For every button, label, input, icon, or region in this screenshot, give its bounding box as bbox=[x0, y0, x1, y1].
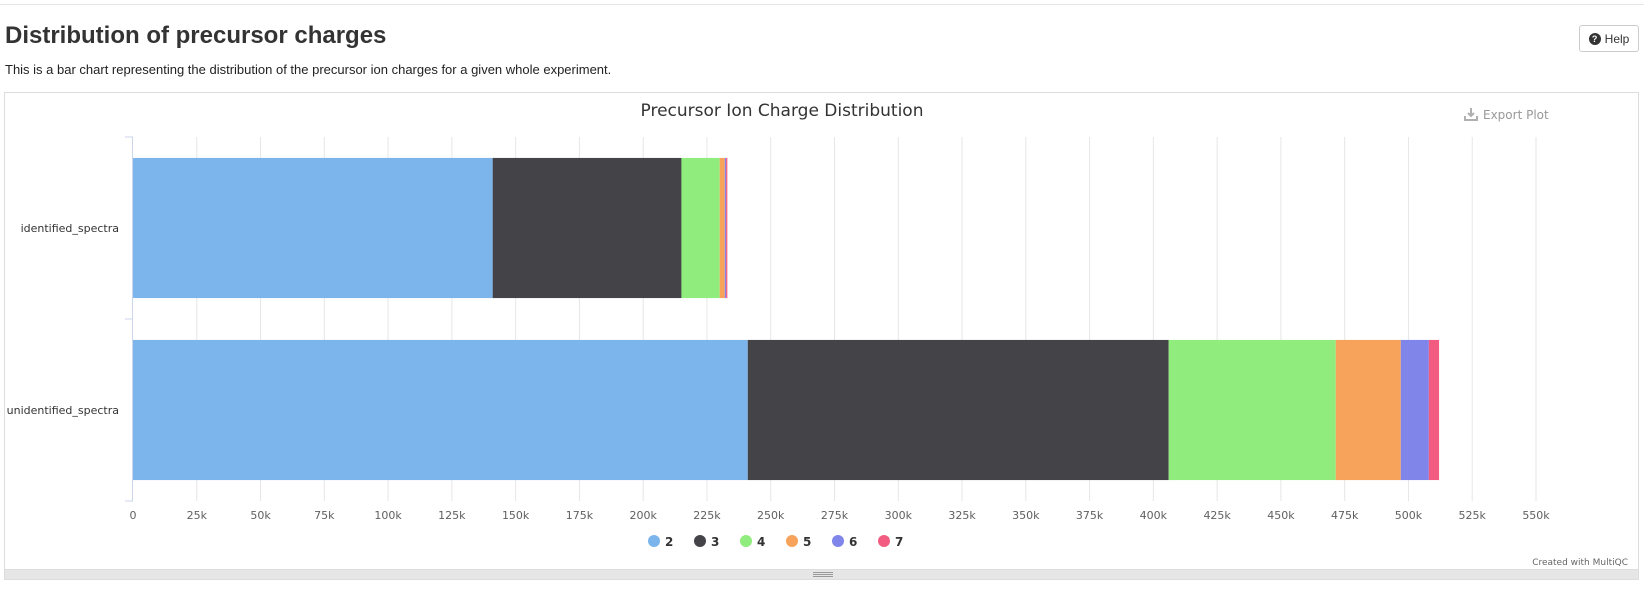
bar-unidentified_spectra-charge-7[interactable] bbox=[1428, 339, 1440, 481]
legend-marker bbox=[740, 535, 752, 547]
legend-label: 3 bbox=[711, 535, 719, 549]
legend-marker bbox=[648, 535, 660, 547]
x-tick-label: 250k bbox=[757, 509, 785, 522]
category-label: unidentified_spectra bbox=[7, 404, 119, 417]
download-icon bbox=[1464, 108, 1478, 121]
help-button-label: Help bbox=[1604, 31, 1630, 46]
x-tick-label: 350k bbox=[1012, 509, 1040, 522]
x-tick-label: 25k bbox=[187, 509, 208, 522]
bar-identified_spectra-charge-6[interactable] bbox=[724, 157, 727, 299]
x-tick-label: 275k bbox=[821, 509, 849, 522]
top-divider bbox=[0, 4, 1644, 5]
legend-marker bbox=[786, 535, 798, 547]
x-tick-label: 425k bbox=[1203, 509, 1231, 522]
x-tick-label: 325k bbox=[948, 509, 976, 522]
bar-identified_spectra-charge-7[interactable] bbox=[726, 157, 728, 299]
section-description: This is a bar chart representing the dis… bbox=[5, 62, 612, 77]
x-tick-label: 50k bbox=[250, 509, 271, 522]
bars bbox=[133, 157, 1440, 481]
bar-identified_spectra-charge-2[interactable] bbox=[133, 157, 493, 299]
bar-identified_spectra-charge-4[interactable] bbox=[681, 157, 720, 299]
x-tick-label: 125k bbox=[438, 509, 466, 522]
legend-item-4[interactable]: 4 bbox=[740, 535, 765, 549]
bar-chart: Precursor Ion Charge Distribution Export… bbox=[7, 101, 1628, 568]
legend-item-2[interactable]: 2 bbox=[648, 535, 673, 549]
bar-unidentified_spectra-charge-3[interactable] bbox=[747, 339, 1169, 481]
created-with-credit: Created with MultiQC bbox=[1532, 558, 1628, 568]
legend-label: 2 bbox=[665, 535, 673, 549]
x-tick-label: 100k bbox=[374, 509, 402, 522]
section-title: Distribution of precursor charges bbox=[5, 22, 387, 49]
x-tick-label: 475k bbox=[1331, 509, 1359, 522]
legend-label: 5 bbox=[803, 535, 811, 549]
legend: 2 3 4 5 6 7 bbox=[648, 535, 903, 549]
x-tick-label: 400k bbox=[1140, 509, 1168, 522]
bar-unidentified_spectra-charge-5[interactable] bbox=[1335, 339, 1401, 481]
x-tick-label: 0 bbox=[130, 509, 137, 522]
plot-container: Precursor Ion Charge Distribution Export… bbox=[4, 92, 1639, 570]
legend-marker bbox=[832, 535, 844, 547]
legend-label: 6 bbox=[849, 535, 857, 549]
legend-item-7[interactable]: 7 bbox=[878, 535, 903, 549]
question-circle-icon: ? bbox=[1588, 32, 1601, 45]
bar-unidentified_spectra-charge-6[interactable] bbox=[1400, 339, 1429, 481]
category-label: identified_spectra bbox=[21, 222, 119, 235]
x-tick-label: 75k bbox=[314, 509, 335, 522]
legend-item-6[interactable]: 6 bbox=[832, 535, 857, 549]
chart-title: Precursor Ion Charge Distribution bbox=[641, 101, 924, 121]
x-tick-label: 525k bbox=[1459, 509, 1487, 522]
bar-unidentified_spectra-charge-4[interactable] bbox=[1168, 339, 1336, 481]
legend-label: 4 bbox=[757, 535, 765, 549]
bar-unidentified_spectra-charge-2[interactable] bbox=[133, 339, 748, 481]
resize-handle[interactable] bbox=[4, 570, 1639, 580]
bar-identified_spectra-charge-5[interactable] bbox=[719, 157, 725, 299]
export-plot-button[interactable]: Export Plot bbox=[1464, 108, 1549, 122]
legend-item-3[interactable]: 3 bbox=[694, 535, 719, 549]
legend-marker bbox=[878, 535, 890, 547]
x-tick-label: 150k bbox=[502, 509, 530, 522]
legend-label: 7 bbox=[895, 535, 903, 549]
x-tick-label: 550k bbox=[1522, 509, 1550, 522]
x-tick-label: 450k bbox=[1267, 509, 1295, 522]
legend-item-5[interactable]: 5 bbox=[786, 535, 811, 549]
legend-marker bbox=[694, 535, 706, 547]
x-tick-label: 225k bbox=[693, 509, 721, 522]
x-tick-label: 200k bbox=[629, 509, 657, 522]
resize-grip-icon bbox=[813, 572, 833, 577]
x-tick-label: 375k bbox=[1076, 509, 1104, 522]
x-tick-label: 175k bbox=[566, 509, 594, 522]
x-tick-label: 300k bbox=[885, 509, 913, 522]
export-plot-label: Export Plot bbox=[1483, 108, 1549, 122]
axes: 0 25k 50k 75k 100k 125k 150k 175k 200k 225k 250k 27… bbox=[7, 136, 1550, 522]
help-button[interactable]: ? Help bbox=[1579, 25, 1639, 52]
x-tick-label: 500k bbox=[1395, 509, 1423, 522]
bar-identified_spectra-charge-3[interactable] bbox=[492, 157, 682, 299]
